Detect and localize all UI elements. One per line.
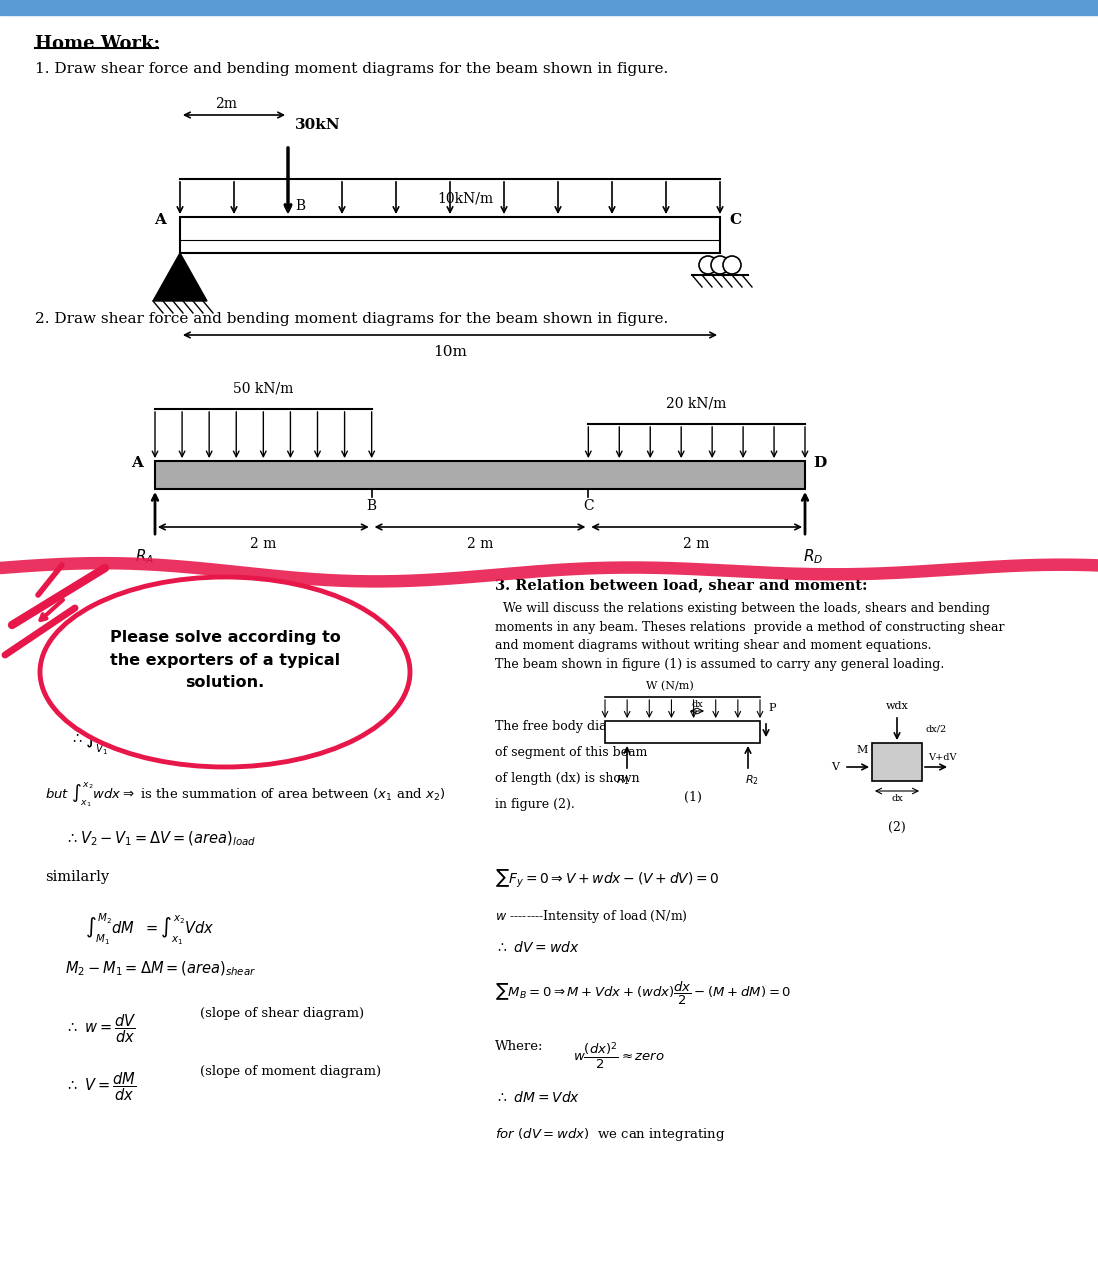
Text: Home Work:: Home Work: bbox=[35, 35, 160, 52]
Text: $w$ --------Intensity of load (N/m): $w$ --------Intensity of load (N/m) bbox=[495, 908, 687, 925]
Text: A: A bbox=[154, 212, 166, 227]
Bar bbox=[605, 721, 760, 742]
Text: 10kN/m: 10kN/m bbox=[437, 191, 493, 205]
Text: $\therefore V_2 - V_1 = \Delta V = (area)_{load}$: $\therefore V_2 - V_1 = \Delta V = (area… bbox=[65, 829, 256, 849]
Text: Please solve according to
the exporters of a typical
solution.: Please solve according to the exporters … bbox=[110, 630, 340, 690]
Text: B: B bbox=[295, 198, 305, 212]
Text: similarly: similarly bbox=[45, 870, 109, 884]
Text: 2 m: 2 m bbox=[250, 538, 277, 550]
Text: 2 m: 2 m bbox=[683, 538, 709, 550]
Circle shape bbox=[699, 256, 717, 274]
Text: P: P bbox=[768, 703, 775, 713]
Text: 30kN: 30kN bbox=[295, 118, 340, 132]
Text: $\sum M_B =0 \Rightarrow M + Vdx + (wdx)\dfrac{dx}{2}-(M+dM)=0$: $\sum M_B =0 \Rightarrow M + Vdx + (wdx)… bbox=[495, 980, 792, 1007]
Text: $M_2 - M_1 = \Delta M = (area)_{shear}$: $M_2 - M_1 = \Delta M = (area)_{shear}$ bbox=[65, 960, 256, 978]
Bar bbox=[155, 461, 805, 489]
Text: $\int_{M_1}^{M_2} dM\ \ = \int_{x_1}^{x_2} Vdx$: $\int_{M_1}^{M_2} dM\ \ = \int_{x_1}^{x_… bbox=[85, 911, 214, 947]
Text: dx: dx bbox=[892, 794, 903, 803]
Text: 2m: 2m bbox=[215, 97, 237, 111]
Text: V: V bbox=[831, 762, 839, 772]
Text: $R_2$: $R_2$ bbox=[746, 773, 759, 787]
Text: $\therefore\ dM = Vdx$: $\therefore\ dM = Vdx$ bbox=[495, 1091, 580, 1105]
Text: of length (dx) is shown: of length (dx) is shown bbox=[495, 772, 640, 785]
Polygon shape bbox=[153, 253, 208, 301]
Text: wdx: wdx bbox=[886, 701, 908, 710]
Text: in figure (2).: in figure (2). bbox=[495, 797, 574, 812]
Text: 10m: 10m bbox=[433, 346, 467, 358]
Text: dx: dx bbox=[691, 700, 703, 709]
Text: (slope of moment diagram): (slope of moment diagram) bbox=[200, 1065, 381, 1078]
Text: $\therefore \int_{V_1}^{V_2} dV = \int_{x_1}^{x_2} wdx$: $\therefore \int_{V_1}^{V_2} dV = \int_{… bbox=[70, 722, 202, 758]
Text: $\therefore\ V = \dfrac{dM}{dx}$: $\therefore\ V = \dfrac{dM}{dx}$ bbox=[65, 1070, 136, 1102]
Text: C: C bbox=[583, 499, 594, 513]
Text: $w\dfrac{(dx)^2}{2} \approx zero$: $w\dfrac{(dx)^2}{2} \approx zero$ bbox=[573, 1039, 664, 1071]
Text: D: D bbox=[814, 456, 827, 470]
Text: (2): (2) bbox=[888, 820, 906, 835]
Circle shape bbox=[712, 256, 729, 274]
Text: The free body diagram: The free body diagram bbox=[495, 719, 640, 733]
Text: C: C bbox=[729, 212, 741, 227]
Text: 3. Relation between load, shear and moment:: 3. Relation between load, shear and mome… bbox=[495, 579, 867, 591]
Text: Where:: Where: bbox=[495, 1039, 544, 1053]
Text: 2. Draw shear force and bending moment diagrams for the beam shown in figure.: 2. Draw shear force and bending moment d… bbox=[35, 312, 669, 326]
Text: W (N/m): W (N/m) bbox=[647, 681, 694, 691]
Text: $for\ (dV = wdx)\ $ we can integrating: $for\ (dV = wdx)\ $ we can integrating bbox=[495, 1126, 726, 1143]
Text: We will discuss the relations existing between the loads, shears and bending
mom: We will discuss the relations existing b… bbox=[495, 602, 1005, 671]
Text: $but\ \int_{x_1}^{x_2} wdx \Rightarrow$ is the summation of area between $(x_1$ : $but\ \int_{x_1}^{x_2} wdx \Rightarrow$ … bbox=[45, 780, 446, 809]
Ellipse shape bbox=[40, 577, 410, 767]
Text: V+dV: V+dV bbox=[928, 753, 956, 762]
Text: (slope of shear diagram): (slope of shear diagram) bbox=[200, 1007, 365, 1020]
Text: $\sum F_y =0 \Rightarrow V + wdx-(V+dV)=0$: $\sum F_y =0 \Rightarrow V + wdx-(V+dV)=… bbox=[495, 868, 719, 891]
Bar bbox=[872, 742, 922, 781]
Text: B: B bbox=[367, 499, 377, 513]
Text: $R_D$: $R_D$ bbox=[803, 547, 824, 566]
Text: $R_A$: $R_A$ bbox=[135, 547, 155, 566]
Text: 2 m: 2 m bbox=[467, 538, 493, 550]
Text: 50 kN/m: 50 kN/m bbox=[233, 381, 293, 396]
Text: M: M bbox=[856, 745, 869, 755]
Text: (1): (1) bbox=[684, 791, 702, 804]
Bar bbox=[180, 218, 720, 253]
Text: A: A bbox=[131, 456, 143, 470]
Text: of segment of this beam: of segment of this beam bbox=[495, 746, 648, 759]
Text: $R_1$: $R_1$ bbox=[616, 773, 630, 787]
Bar bbox=[0, 0, 1098, 15]
Circle shape bbox=[722, 256, 741, 274]
Text: 1. Draw shear force and bending moment diagrams for the beam shown in figure.: 1. Draw shear force and bending moment d… bbox=[35, 61, 669, 76]
Text: 20 kN/m: 20 kN/m bbox=[666, 397, 727, 411]
Text: $\therefore\ w = \dfrac{dV}{dx}$: $\therefore\ w = \dfrac{dV}{dx}$ bbox=[65, 1012, 137, 1044]
Text: dx/2: dx/2 bbox=[926, 724, 948, 733]
Text: $\therefore\ dV = wdx$: $\therefore\ dV = wdx$ bbox=[495, 940, 580, 955]
